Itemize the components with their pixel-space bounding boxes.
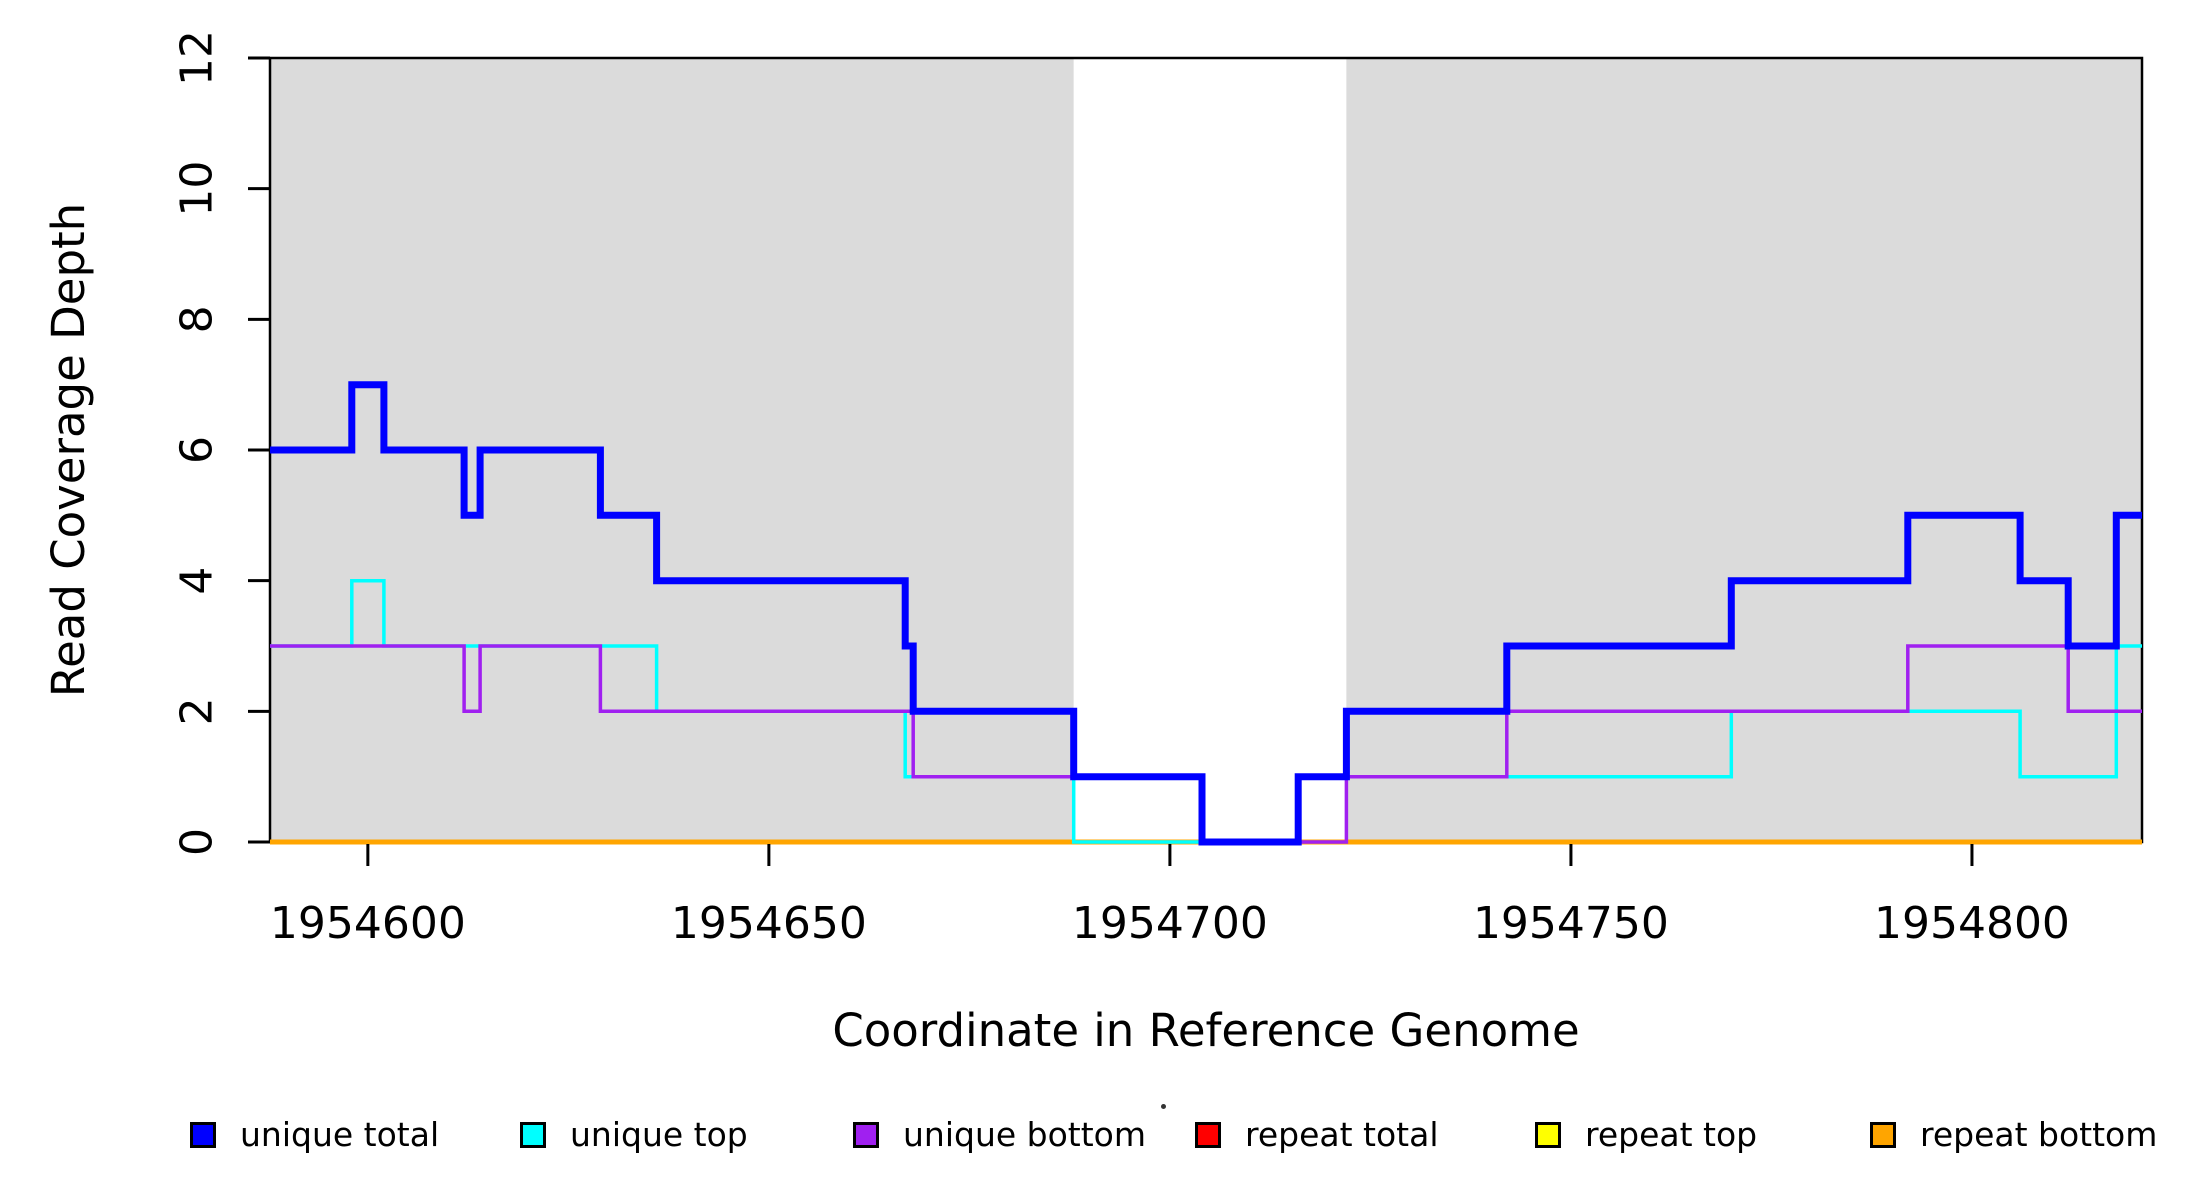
x-tick-label: 1954650 bbox=[671, 898, 867, 949]
y-tick-label: 10 bbox=[172, 161, 223, 217]
legend-label-repeat-bottom: repeat bottom bbox=[1920, 1115, 2158, 1154]
y-tick-label: 4 bbox=[172, 567, 223, 595]
y-tick-label: 12 bbox=[172, 30, 223, 86]
legend-label-repeat-top: repeat top bbox=[1585, 1115, 1758, 1154]
legend-item-unique-total: unique total bbox=[190, 1115, 440, 1154]
x-tick-label: 1954700 bbox=[1072, 898, 1268, 949]
series-line-unique-top bbox=[270, 578, 2142, 844]
series-lines bbox=[270, 381, 2142, 846]
legend-swatch-repeat-top bbox=[1535, 1122, 1561, 1148]
legend-item-repeat-bottom: repeat bottom bbox=[1870, 1115, 2158, 1154]
x-tick-label: 1954750 bbox=[1473, 898, 1669, 949]
legend-label-repeat-total: repeat total bbox=[1245, 1115, 1439, 1154]
legend-swatch-unique-total bbox=[190, 1122, 216, 1148]
legend-swatch-repeat-total bbox=[1195, 1122, 1221, 1148]
axis-ticks bbox=[248, 56, 1974, 866]
legend-swatch-unique-bottom bbox=[853, 1122, 879, 1148]
shaded-region bbox=[1346, 58, 2142, 842]
legend-item-unique-top: unique top bbox=[520, 1115, 748, 1154]
legend-swatch-repeat-bottom bbox=[1870, 1122, 1896, 1148]
axis-tick-labels: 1954600 1954650 1954700 1954750 1954800 0 2 4 6 8… bbox=[172, 30, 2070, 949]
legend-item-repeat-total: repeat total bbox=[1195, 1115, 1439, 1154]
legend: unique total unique top unique bottom re… bbox=[0, 0, 2200, 1151]
legend-label-unique-top: unique top bbox=[570, 1115, 748, 1154]
legend-item-repeat-top: repeat top bbox=[1535, 1115, 1758, 1154]
y-tick-label: 8 bbox=[172, 305, 223, 333]
y-tick-label: 2 bbox=[172, 697, 223, 725]
x-tick-label: 1954800 bbox=[1874, 898, 2070, 949]
y-axis-title: Read Coverage Depth bbox=[42, 203, 95, 697]
legend-swatch-unique-top bbox=[520, 1122, 546, 1148]
legend-label-unique-bottom: unique bottom bbox=[903, 1115, 1147, 1154]
shaded-regions bbox=[270, 58, 2142, 842]
legend-item-unique-bottom: unique bottom bbox=[853, 1115, 1147, 1154]
x-axis-title: Coordinate in Reference Genome bbox=[832, 1004, 1579, 1057]
x-tick-label: 1954600 bbox=[270, 898, 466, 949]
y-tick-label: 0 bbox=[172, 828, 223, 856]
series-line-unique-total bbox=[270, 381, 2142, 846]
y-tick-label: 6 bbox=[172, 436, 223, 464]
legend-label-unique-total: unique total bbox=[240, 1115, 440, 1154]
stray-dot bbox=[1161, 1104, 1166, 1109]
